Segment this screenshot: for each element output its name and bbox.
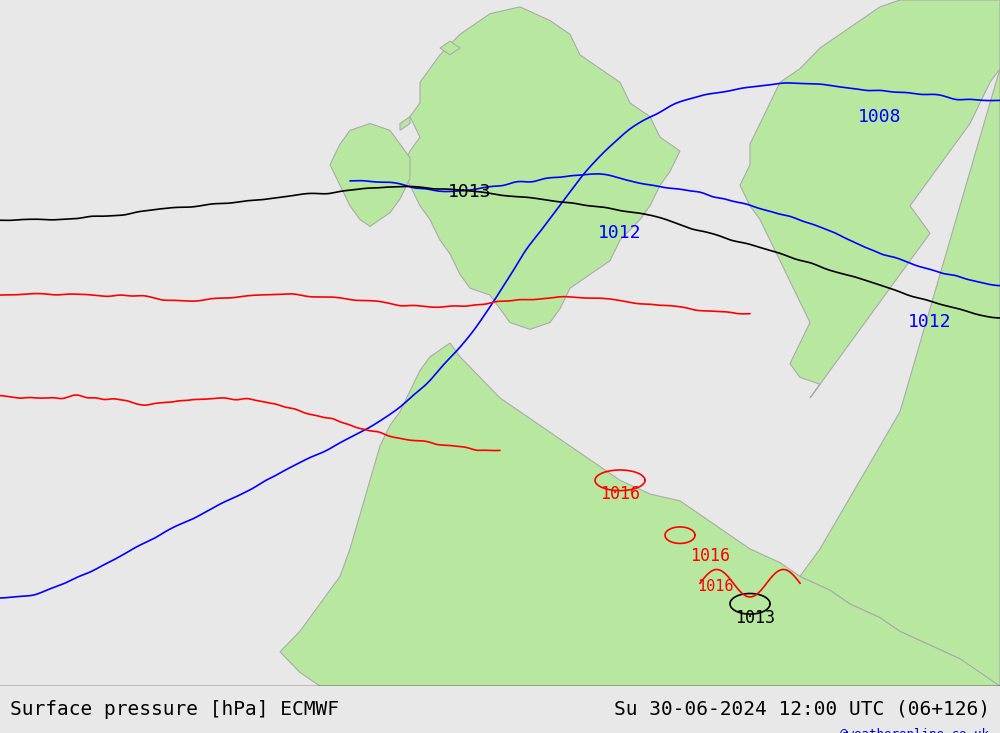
Text: 1008: 1008	[858, 108, 902, 125]
Text: 1016: 1016	[697, 579, 733, 594]
Text: 1016: 1016	[690, 547, 730, 564]
Text: 1012: 1012	[908, 314, 952, 331]
Text: 1013: 1013	[448, 183, 492, 201]
Polygon shape	[400, 7, 680, 329]
Polygon shape	[330, 123, 410, 226]
Polygon shape	[740, 0, 1000, 398]
Text: 1016: 1016	[600, 485, 640, 503]
Text: 1013: 1013	[735, 608, 775, 627]
Polygon shape	[800, 69, 1000, 686]
Polygon shape	[400, 117, 410, 130]
Text: Su 30-06-2024 12:00 UTC (06+126): Su 30-06-2024 12:00 UTC (06+126)	[614, 700, 990, 719]
Polygon shape	[280, 343, 1000, 686]
Polygon shape	[440, 41, 460, 55]
Text: 1012: 1012	[598, 224, 642, 243]
Text: @weatheronline.co.uk: @weatheronline.co.uk	[840, 727, 990, 733]
Text: Surface pressure [hPa] ECMWF: Surface pressure [hPa] ECMWF	[10, 700, 339, 719]
